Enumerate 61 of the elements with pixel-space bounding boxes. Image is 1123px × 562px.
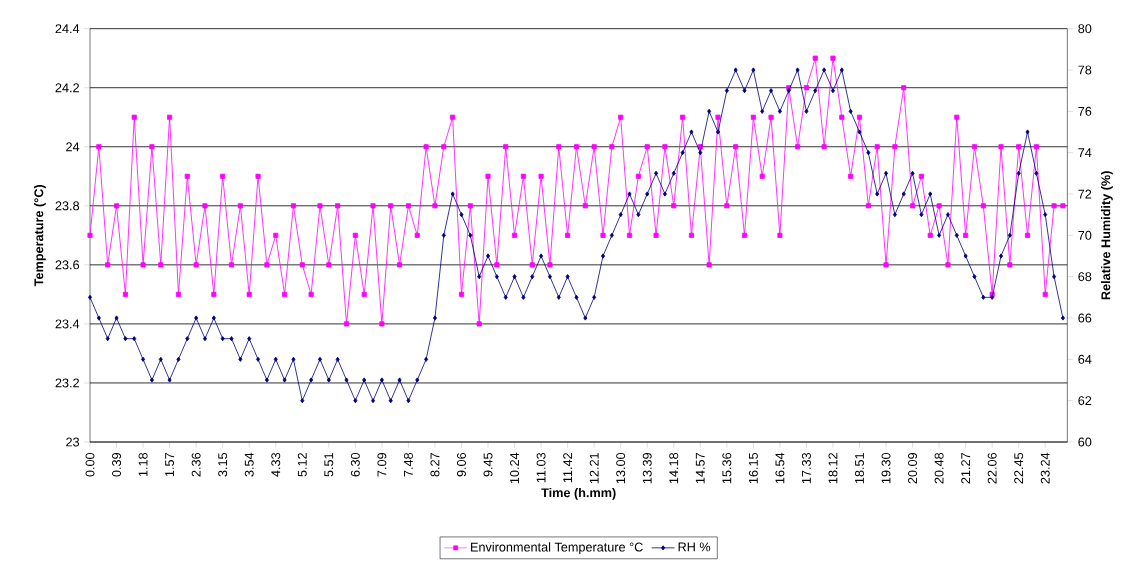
y2-axis-title: Relative Humidity (%) [1100,171,1113,300]
x-tick-label: 1.57 [165,453,175,477]
x-tick-label: 5.12 [297,453,307,477]
x-tick-label: 5.51 [324,453,334,477]
x-tick-label: 20.09 [908,453,918,484]
y2-tick-label: 66 [1078,313,1092,323]
y-axis-title: Temperature (°C) [33,184,46,287]
y2-tick-label: 60 [1078,437,1092,447]
y-tick-label: 23.6 [55,260,80,270]
x-tick-label: 3.54 [244,452,254,477]
x-tick-label: 10.24 [510,452,520,484]
x-tick-label: 16.15 [748,452,758,484]
x-tick-label: 21.27 [961,453,971,484]
x-tick-label: 22.45 [1014,452,1024,484]
x-tick-label: 9.45 [483,452,493,477]
x-tick-label: 14.18 [669,452,679,484]
y2-tick-label: 72 [1078,189,1092,199]
y2-tick-label: 76 [1078,106,1092,116]
x-tick-label: 11.03 [536,452,546,483]
y-tick-label: 23 [66,437,80,447]
y-tick-label: 23.8 [55,201,80,211]
y2-tick-label: 74 [1078,148,1092,158]
x-tick-label: 3.15 [218,452,228,477]
x-tick-label: 23.24 [1040,452,1050,484]
x-tick-label: 22.06 [987,452,997,484]
y2-tick-label: 70 [1078,230,1092,240]
y2-tick-label: 78 [1078,65,1092,75]
x-tick-label: 17.33 [801,452,811,484]
x-tick-label: 18.12 [828,453,838,484]
y2-tick-label: 62 [1078,396,1092,406]
x-tick-label: 2.36 [191,452,201,477]
y2-tick-label: 80 [1078,24,1092,34]
x-tick-label: 15.36 [722,452,732,484]
x-tick-label: 19.30 [881,452,891,484]
y2-tick-label: 64 [1078,354,1092,364]
y-tick-label: 23.4 [55,319,80,329]
x-tick-label: 0.00 [85,452,95,477]
x-tick-label: 7.09 [377,453,387,477]
y2-tick-label: 68 [1078,272,1092,282]
x-tick-label: 1.18 [138,452,148,477]
x-tick-label: 18.51 [855,453,864,484]
x-tick-label: 13.39 [642,453,652,484]
y-tick-label: 24.4 [55,24,80,34]
x-tick-label: 8.27 [430,453,440,477]
y-tick-label: 23.2 [55,378,79,388]
x-tick-label: 4.33 [271,452,281,477]
x-tick-label: 12.21 [589,453,599,484]
x-tick-label: 16.54 [775,452,785,484]
x-axis-title: Time (h.mm) [541,487,616,500]
legend-label: RH % [678,542,711,552]
x-tick-label: 6.30 [350,452,360,477]
x-tick-label: 20.48 [934,452,944,484]
x-tick-label: 14.57 [695,453,705,484]
x-tick-label: 7.48 [403,452,413,477]
legend-label: Environmental Temperature °C [471,542,643,555]
x-tick-label: 9.06 [457,452,466,477]
x-tick-label: 11.42 [563,453,573,483]
y-tick-label: 24.2 [55,83,79,93]
x-tick-label: 0.39 [112,453,122,477]
y-tick-label: 24 [66,142,80,152]
x-tick-label: 13.00 [616,452,626,484]
